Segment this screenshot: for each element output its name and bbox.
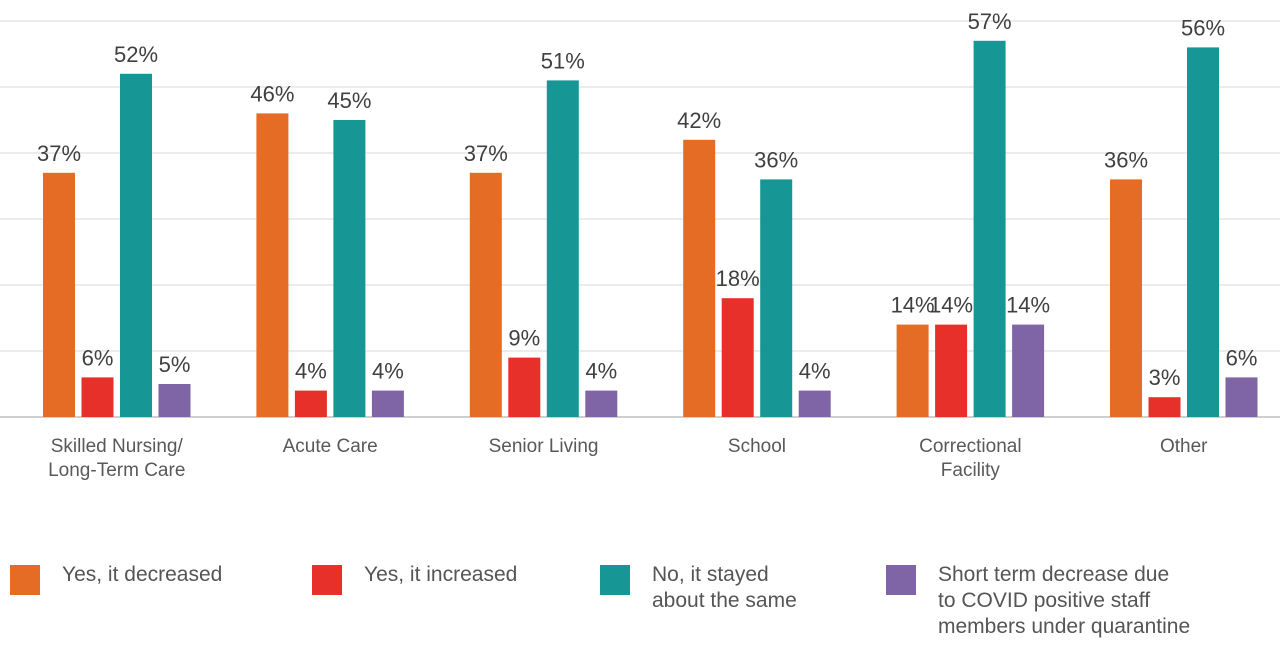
data-label: 57% [968,9,1012,34]
legend-label: No, it stayed about the same [652,563,797,612]
data-label: 14% [891,293,935,318]
bar [721,298,754,417]
bar [683,139,716,418]
data-label: 6% [82,345,114,370]
data-label: 4% [372,359,404,384]
bar [798,390,831,417]
bar [1225,377,1258,417]
data-label: 4% [799,359,831,384]
data-label: 3% [1149,365,1181,390]
data-label: 37% [464,141,508,166]
bar-chart: 37% 6% 52% 5% 46% 4% 45% 4% 37% 9% 51% 4% 42% 18% 36% 4… [0,9,1280,481]
bar [371,390,404,417]
data-label: 6% [1226,345,1258,370]
bar [1148,397,1181,417]
bar [294,390,327,417]
bar [935,324,968,417]
bar [120,73,152,418]
bar [1187,47,1219,418]
bar [546,80,579,418]
legend-swatch [600,565,630,595]
bar [508,357,541,417]
legend-label: Yes, it increased [364,563,518,586]
legend-item-increased: Yes, it increased [312,562,517,595]
x-axis: Skilled Nursing/Long-Term Care Acute Care… [48,436,1208,481]
legend-swatch [10,565,40,595]
bar [256,113,289,418]
data-label: 37% [37,141,81,166]
legend-swatch [312,565,342,595]
data-label: 14% [929,293,973,318]
data-label: 46% [250,81,294,106]
data-label: 51% [541,48,585,73]
data-label: 4% [585,359,617,384]
data-label: 18% [716,266,760,291]
x-tick-label: Other [1160,436,1208,457]
bar [43,172,75,417]
data-label: 52% [114,42,158,67]
legend-item-decreased: Yes, it decreased [10,562,222,595]
data-label: 56% [1181,15,1225,40]
bar [81,377,114,417]
bar [469,172,502,417]
x-tick-label: Senior Living [489,436,599,457]
gridlines [0,20,1280,418]
legend-label: Yes, it decreased [62,563,223,586]
x-tick-label: Skilled Nursing/Long-Term Care [48,436,185,481]
data-labels: 37% 6% 52% 5% 46% 4% 45% 4% 37% 9% 51% 4% 42% 18% 36% 4… [37,9,1257,390]
legend-label: Short term decrease due to COVID positiv… [938,563,1191,638]
x-tick-label: School [728,436,786,457]
bar [158,384,191,417]
data-label: 4% [295,359,327,384]
data-label: 14% [1006,293,1050,318]
data-label: 5% [159,352,191,377]
bar [333,120,366,417]
x-tick-label: Correctional Facility [919,436,1021,481]
bar [760,179,793,417]
bars [43,40,1258,418]
data-label: 9% [508,326,540,351]
legend-item-same: No, it stayed about the same [600,562,797,614]
x-tick-label: Acute Care [283,436,378,457]
legend: Yes, it decreased Yes, it increased No, … [0,562,1280,646]
data-label: 36% [1104,147,1148,172]
bar [973,40,1006,418]
data-label: 45% [327,88,371,113]
data-label: 36% [754,147,798,172]
legend-swatch [886,565,916,595]
legend-item-short-term: Short term decrease due to COVID positiv… [886,562,1190,640]
bar [896,324,929,417]
data-label: 42% [677,108,721,133]
bar [1012,324,1045,417]
bar [585,390,618,417]
bar [1110,179,1142,417]
